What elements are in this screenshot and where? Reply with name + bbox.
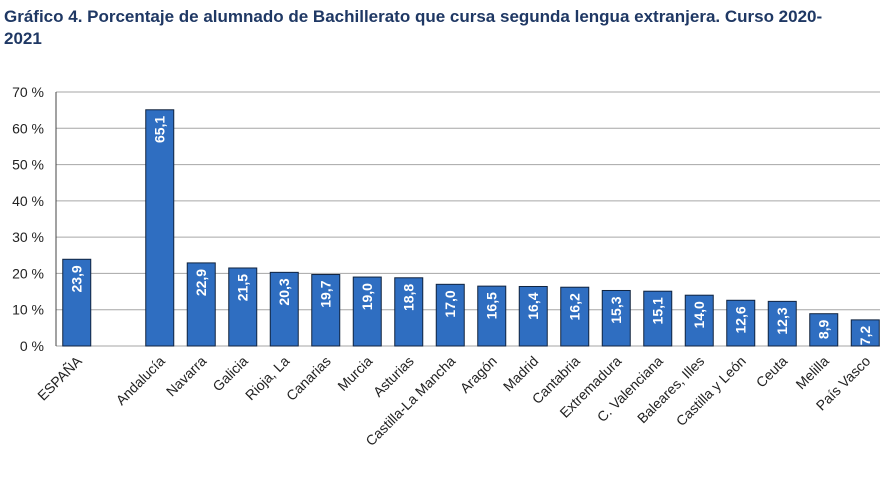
y-tick-label: 0 %	[20, 338, 44, 354]
bar	[352, 276, 382, 347]
bar	[394, 277, 424, 347]
bar	[726, 299, 756, 347]
chart-title: Gráfico 4. Porcentaje de alumnado de Bac…	[4, 7, 823, 48]
bar	[809, 313, 839, 347]
value-label: 65,1	[152, 116, 168, 143]
bar	[311, 274, 341, 347]
value-label: 12,3	[774, 307, 790, 334]
x-tick-label: Melilla	[792, 353, 832, 393]
value-label: 16,5	[484, 292, 500, 319]
x-tick-label: ESPAÑA	[34, 352, 85, 403]
value-label: 22,9	[193, 269, 209, 296]
x-tick-label: Navarra	[163, 353, 210, 400]
value-label: 17,0	[442, 290, 458, 317]
value-label: 18,8	[401, 284, 417, 311]
value-label: 20,3	[276, 278, 292, 305]
bar	[850, 319, 880, 347]
bar	[228, 267, 258, 347]
y-tick-label: 50 %	[12, 157, 44, 173]
bar	[684, 294, 714, 347]
value-label: 23,9	[69, 265, 85, 292]
y-tick-label: 30 %	[12, 229, 44, 245]
x-tick-label: Andalucía	[113, 353, 168, 408]
value-label: 16,4	[525, 292, 541, 319]
x-tick-label: Canarias	[283, 353, 334, 404]
bar	[518, 285, 548, 347]
bar	[145, 109, 175, 347]
y-tick-label: 10 %	[12, 302, 44, 318]
bar	[269, 271, 299, 347]
y-tick-label: 70 %	[12, 84, 44, 100]
y-tick-label: 40 %	[12, 193, 44, 209]
bar	[767, 300, 797, 347]
bar	[186, 262, 216, 347]
x-tick-label: Aragón	[457, 353, 500, 396]
y-tick-label: 60 %	[12, 120, 44, 136]
value-label: 16,2	[567, 293, 583, 320]
value-label: 19,7	[318, 280, 334, 307]
y-tick-label: 20 %	[12, 265, 44, 281]
value-label: 14,0	[691, 301, 707, 328]
value-label: 7,2	[857, 326, 873, 346]
value-label: 15,1	[650, 297, 666, 324]
value-label: 15,3	[608, 296, 624, 323]
value-label: 19,0	[359, 283, 375, 310]
value-label: 21,5	[235, 274, 251, 301]
bar	[62, 258, 92, 347]
bar	[601, 289, 631, 347]
value-label: 12,6	[733, 306, 749, 333]
bar	[643, 290, 673, 347]
bar	[560, 286, 590, 347]
value-label: 8,9	[816, 319, 832, 339]
bar	[477, 285, 507, 347]
x-tick-label: Ceuta	[753, 353, 791, 391]
bar	[435, 283, 465, 347]
